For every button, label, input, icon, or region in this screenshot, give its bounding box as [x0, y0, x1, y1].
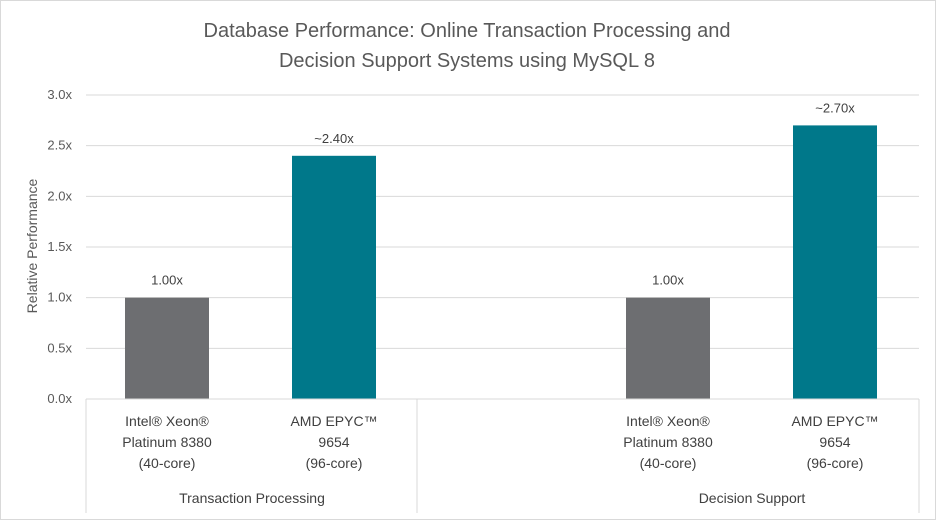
category-label: AMD EPYC™	[290, 413, 377, 429]
bar	[626, 297, 710, 399]
chart-title-line-2: Decision Support Systems using MySQL 8	[279, 50, 655, 72]
bar-data-label: ~2.40x	[314, 131, 354, 146]
bar	[793, 125, 877, 400]
category-label: 9654	[318, 434, 349, 450]
category-label: AMD EPYC™	[791, 413, 878, 429]
gridlines	[86, 94, 919, 400]
y-tick-label: 0.5x	[47, 340, 72, 355]
category-label: Platinum 8380	[122, 434, 212, 450]
category-label: (96-core)	[807, 455, 864, 471]
y-tick-label: 1.5x	[47, 239, 72, 254]
y-tick-label: 2.5x	[47, 138, 72, 153]
y-axis-label: Relative Performance	[24, 178, 40, 313]
bar	[292, 155, 376, 399]
bar-data-label: ~2.70x	[815, 100, 855, 115]
y-tick-label: 3.0x	[47, 87, 72, 102]
chart-title-line-1: Database Performance: Online Transaction…	[204, 20, 731, 42]
y-tick-label: 0.0x	[47, 391, 72, 406]
category-label: 9654	[819, 434, 850, 450]
bar	[125, 297, 209, 399]
category-label: Platinum 8380	[623, 434, 713, 450]
bars	[125, 125, 877, 400]
category-label: (40-core)	[139, 455, 196, 471]
data-labels: 1.00x ~2.40x 1.00x ~2.70x	[151, 100, 855, 287]
group-label: Decision Support	[699, 490, 806, 506]
x-axis-categories: Intel® Xeon® Platinum 8380 (40-core) AMD EP…	[85, 398, 920, 513]
y-tick-label: 2.0x	[47, 188, 72, 203]
y-tick-label: 1.0x	[47, 290, 72, 305]
category-label: Intel® Xeon®	[125, 413, 209, 429]
category-label: (40-core)	[640, 455, 697, 471]
group-label: Transaction Processing	[179, 490, 325, 506]
category-label: (96-core)	[306, 455, 363, 471]
category-label: Intel® Xeon®	[626, 413, 710, 429]
y-axis-ticks: 0.0x 0.5x 1.0x 1.5x 2.0x 2.5x 3.0x	[47, 87, 72, 406]
bar-data-label: 1.00x	[151, 273, 183, 288]
bar-data-label: 1.00x	[652, 273, 684, 288]
